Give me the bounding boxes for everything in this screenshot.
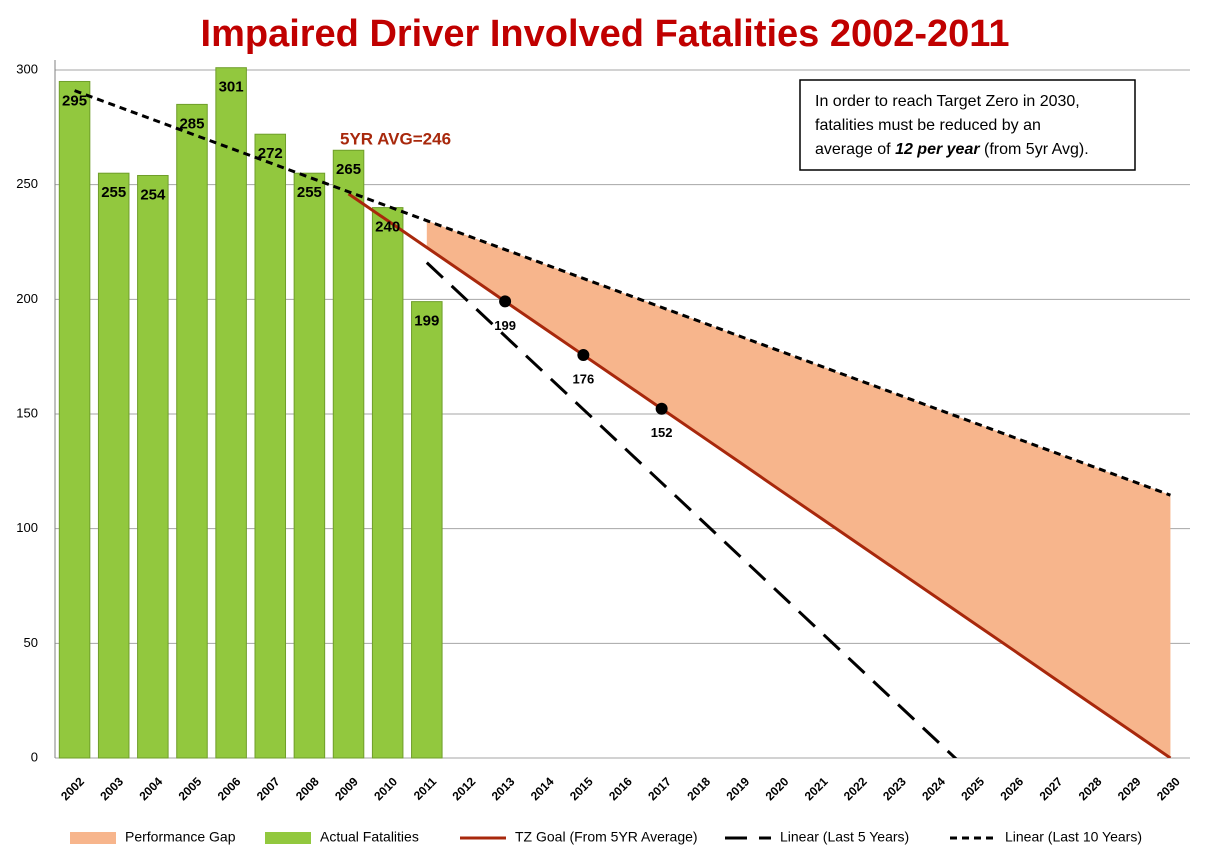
legend-label: Actual Fatalities [320,829,419,845]
bar [411,301,443,759]
bar [254,133,287,759]
bar [215,67,247,759]
y-tick-label: 50 [24,635,38,650]
label-layer: 295 255 254 285 301 272 255 265 240 199 199 176 152 P… [62,79,1142,845]
note-box [799,79,1136,171]
bar [137,174,169,759]
x-tick-label: 2011 [411,774,440,803]
x-tick-label: 2010 [371,774,400,803]
bar [176,103,208,759]
x-tick-label: 2012 [450,774,479,803]
x-tick-label: 2009 [332,774,361,803]
y-tick-label: 300 [16,61,38,76]
x-tick-label: 2006 [215,774,244,803]
bar [58,80,91,759]
line [74,89,1171,497]
x-tick-label: 2013 [489,774,518,803]
marker-label: 176 [573,371,595,386]
x-tick-label: 2008 [293,774,322,803]
y-tick-label: 100 [16,520,38,535]
legend-swatch [70,832,116,844]
bar-label: 301 [219,79,244,96]
x-tick-label: 2018 [684,774,713,803]
bar-label: 272 [258,145,283,162]
bar-label: 285 [179,115,204,132]
bar-label: 295 [62,92,87,109]
line [425,261,958,758]
x-tick-label: 2024 [919,774,948,803]
x-tick-label: 2028 [1076,774,1105,803]
x-tick-label: 2016 [606,774,635,803]
bar-label: 240 [375,219,400,236]
y-tick-label: 0 [31,749,38,764]
x-tick-label: 2007 [254,774,283,803]
x-tick-label: 2027 [1037,774,1066,803]
x-tick-label: 2019 [723,774,752,803]
bar [371,207,404,759]
bar-label: 265 [336,161,361,178]
bar [332,149,365,759]
x-tick-label: 2030 [1154,774,1183,803]
x-tick-label: 2022 [841,774,870,803]
x-tick-label: 2023 [880,774,909,803]
area-layer [426,220,1171,758]
legend-label: TZ Goal (From 5YR Average) [515,829,698,845]
x-tick-label: 2021 [802,774,831,803]
x-tick-label: 2026 [997,774,1026,803]
x-tick-label: 2002 [58,774,87,803]
y-tick-label: 150 [16,405,38,420]
note-emphasis: 12 per year [895,141,980,158]
x-tick-label: 2020 [763,774,792,803]
marker-label: 152 [651,425,673,440]
bar-label: 255 [297,184,322,201]
bar-label: 255 [101,184,126,201]
x-tick-label: 2029 [1115,774,1144,803]
chart-title: Impaired Driver Involved Fatalities 2002… [201,13,1010,55]
y-tick-label: 250 [16,176,38,191]
x-tick-label: 2004 [136,774,165,803]
legend-label: Linear (Last 10 Years) [1005,829,1142,845]
x-tick-label: 2003 [97,774,126,803]
x-tick-label: 2014 [528,774,557,803]
line [347,192,1172,758]
legend-label: Performance Gap [125,829,236,845]
note-text: average of [815,141,895,158]
marker [577,349,590,362]
marker [655,402,668,415]
note-line: In order to reach Target Zero in 2030, [815,93,1080,110]
legend-label: Linear (Last 5 Years) [780,829,909,845]
x-tick-label: 2017 [645,774,674,803]
x-tick-label: 2005 [176,774,205,803]
note-line: fatalities must be reduced by an [815,117,1041,134]
bar-label: 199 [414,313,439,330]
bar-layer [58,67,443,759]
x-tick-label: 2015 [567,774,596,803]
note-text: (from 5yr Avg). [980,141,1089,158]
bar [97,172,130,759]
legend-swatch [265,832,311,844]
y-tick-label: 200 [16,291,38,306]
note-line: average of 12 per year (from 5yr Avg). [815,141,1089,158]
area [426,220,1171,758]
marker-label: 199 [494,318,516,333]
x-tick-label: 2025 [958,774,987,803]
bar [293,172,326,759]
avg-label: 5YR AVG=246 [340,129,451,148]
bar-label: 254 [140,186,166,203]
marker [499,295,512,308]
line-layer [74,89,1172,758]
